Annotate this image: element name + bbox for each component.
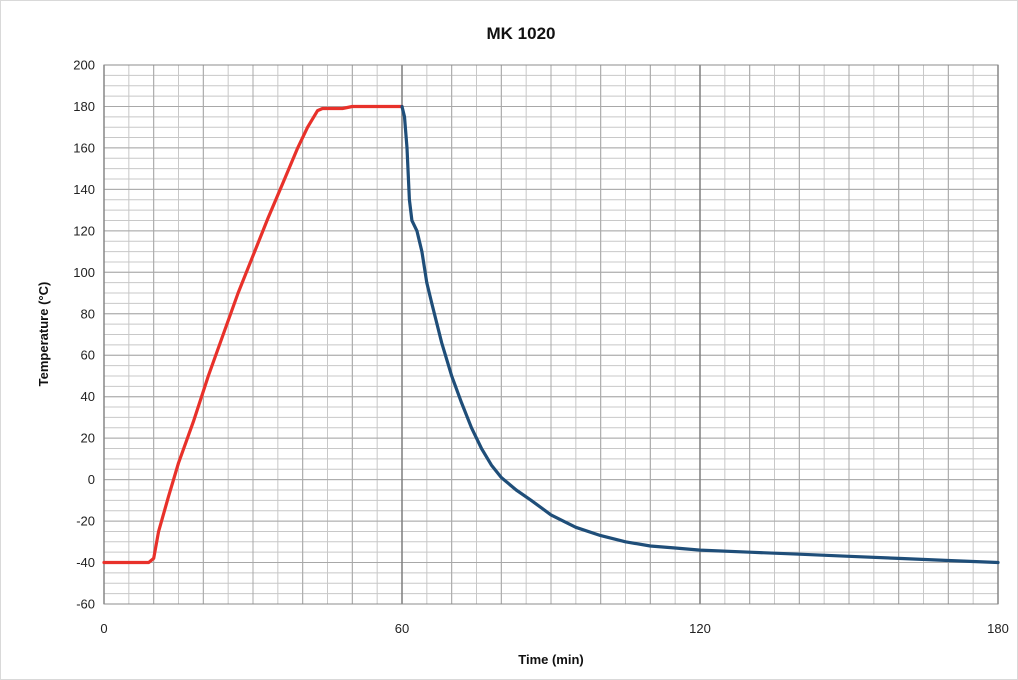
y-tick-label: 40 bbox=[81, 389, 95, 404]
y-tick-label: 0 bbox=[88, 472, 95, 487]
x-axis-tick-labels: 0 60 120 180 bbox=[100, 621, 1008, 636]
y-tick-label: 140 bbox=[73, 182, 95, 197]
y-tick-label: 80 bbox=[81, 306, 95, 321]
y-axis-label: Temperature (°C) bbox=[36, 282, 51, 387]
x-tick-label: 120 bbox=[689, 621, 711, 636]
y-tick-label: 160 bbox=[73, 140, 95, 155]
plot-area-border bbox=[103, 64, 999, 605]
series-line-2 bbox=[400, 104, 1000, 565]
series-line-1 bbox=[102, 104, 404, 565]
x-tick-label: 180 bbox=[987, 621, 1009, 636]
y-axis-tick-labels: -60 -40 -20 0 20 40 60 80 100 120 140 160 180 200 bbox=[73, 58, 95, 612]
y-tick-label: -40 bbox=[76, 555, 95, 570]
y-tick-label: 60 bbox=[81, 348, 95, 363]
x-axis-label: Time (min) bbox=[518, 652, 584, 667]
y-tick-label: 120 bbox=[73, 223, 95, 238]
y-tick-label: 180 bbox=[73, 99, 95, 114]
x-tick-label: 0 bbox=[100, 621, 107, 636]
y-tick-label: -20 bbox=[76, 514, 95, 529]
y-tick-label: -60 bbox=[76, 597, 95, 612]
y-tick-label: 20 bbox=[81, 431, 95, 446]
y-tick-label: 200 bbox=[73, 58, 95, 73]
chart-title: MK 1020 bbox=[487, 24, 556, 43]
x-tick-label: 60 bbox=[395, 621, 409, 636]
y-tick-label: 100 bbox=[73, 265, 95, 280]
data-series bbox=[102, 104, 1000, 565]
